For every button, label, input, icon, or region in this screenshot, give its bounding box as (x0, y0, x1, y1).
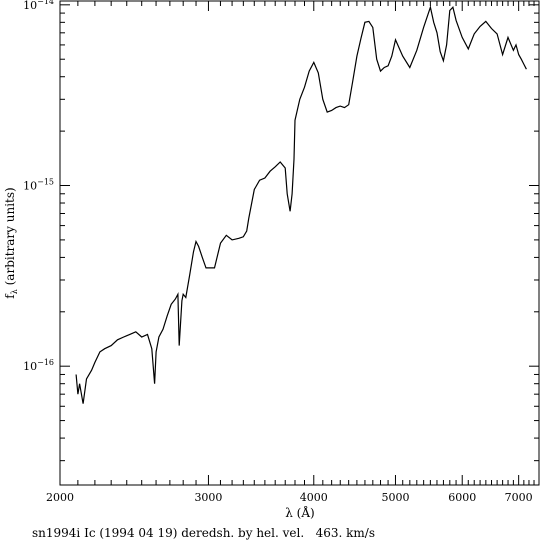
plot-frame (59, 0, 540, 486)
y-tick-labels: 10−16 10−15 10−14 (23, 0, 54, 373)
y-tick-label: 10−14 (23, 0, 54, 12)
axis-ticks (59, 1, 540, 485)
x-tick-label: 4000 (300, 491, 328, 504)
y-tick-label: 10−16 (23, 358, 54, 373)
x-tick-label: 6000 (448, 491, 476, 504)
x-tick-label: 7000 (505, 491, 533, 504)
y-tick-label: 10−15 (23, 178, 54, 193)
spectrum-line (75, 4, 527, 404)
x-tick-label: 5000 (381, 491, 409, 504)
x-tick-label: 3000 (194, 491, 222, 504)
x-axis-label: λ (Å) (285, 505, 314, 520)
y-axis-label: fλ (arbitrary units) (3, 187, 19, 298)
caption: sn1994i Ic (1994 04 19) deredsh. by hel.… (32, 526, 375, 540)
x-tick-labels: 2000 3000 4000 5000 6000 7000 (46, 491, 533, 504)
x-tick-label: 2000 (46, 491, 74, 504)
